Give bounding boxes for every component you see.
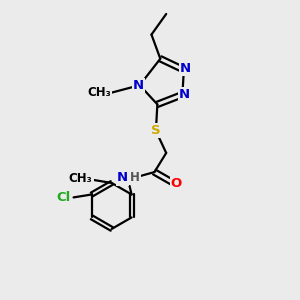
Text: O: O [171, 177, 182, 190]
Text: N: N [179, 88, 190, 101]
Text: H: H [130, 172, 140, 184]
Text: N: N [180, 62, 191, 75]
Text: CH₃: CH₃ [87, 86, 111, 99]
Text: Cl: Cl [56, 191, 70, 204]
Text: N: N [133, 79, 144, 92]
Text: CH₃: CH₃ [69, 172, 93, 185]
Text: N: N [117, 172, 128, 184]
Text: S: S [151, 124, 161, 137]
